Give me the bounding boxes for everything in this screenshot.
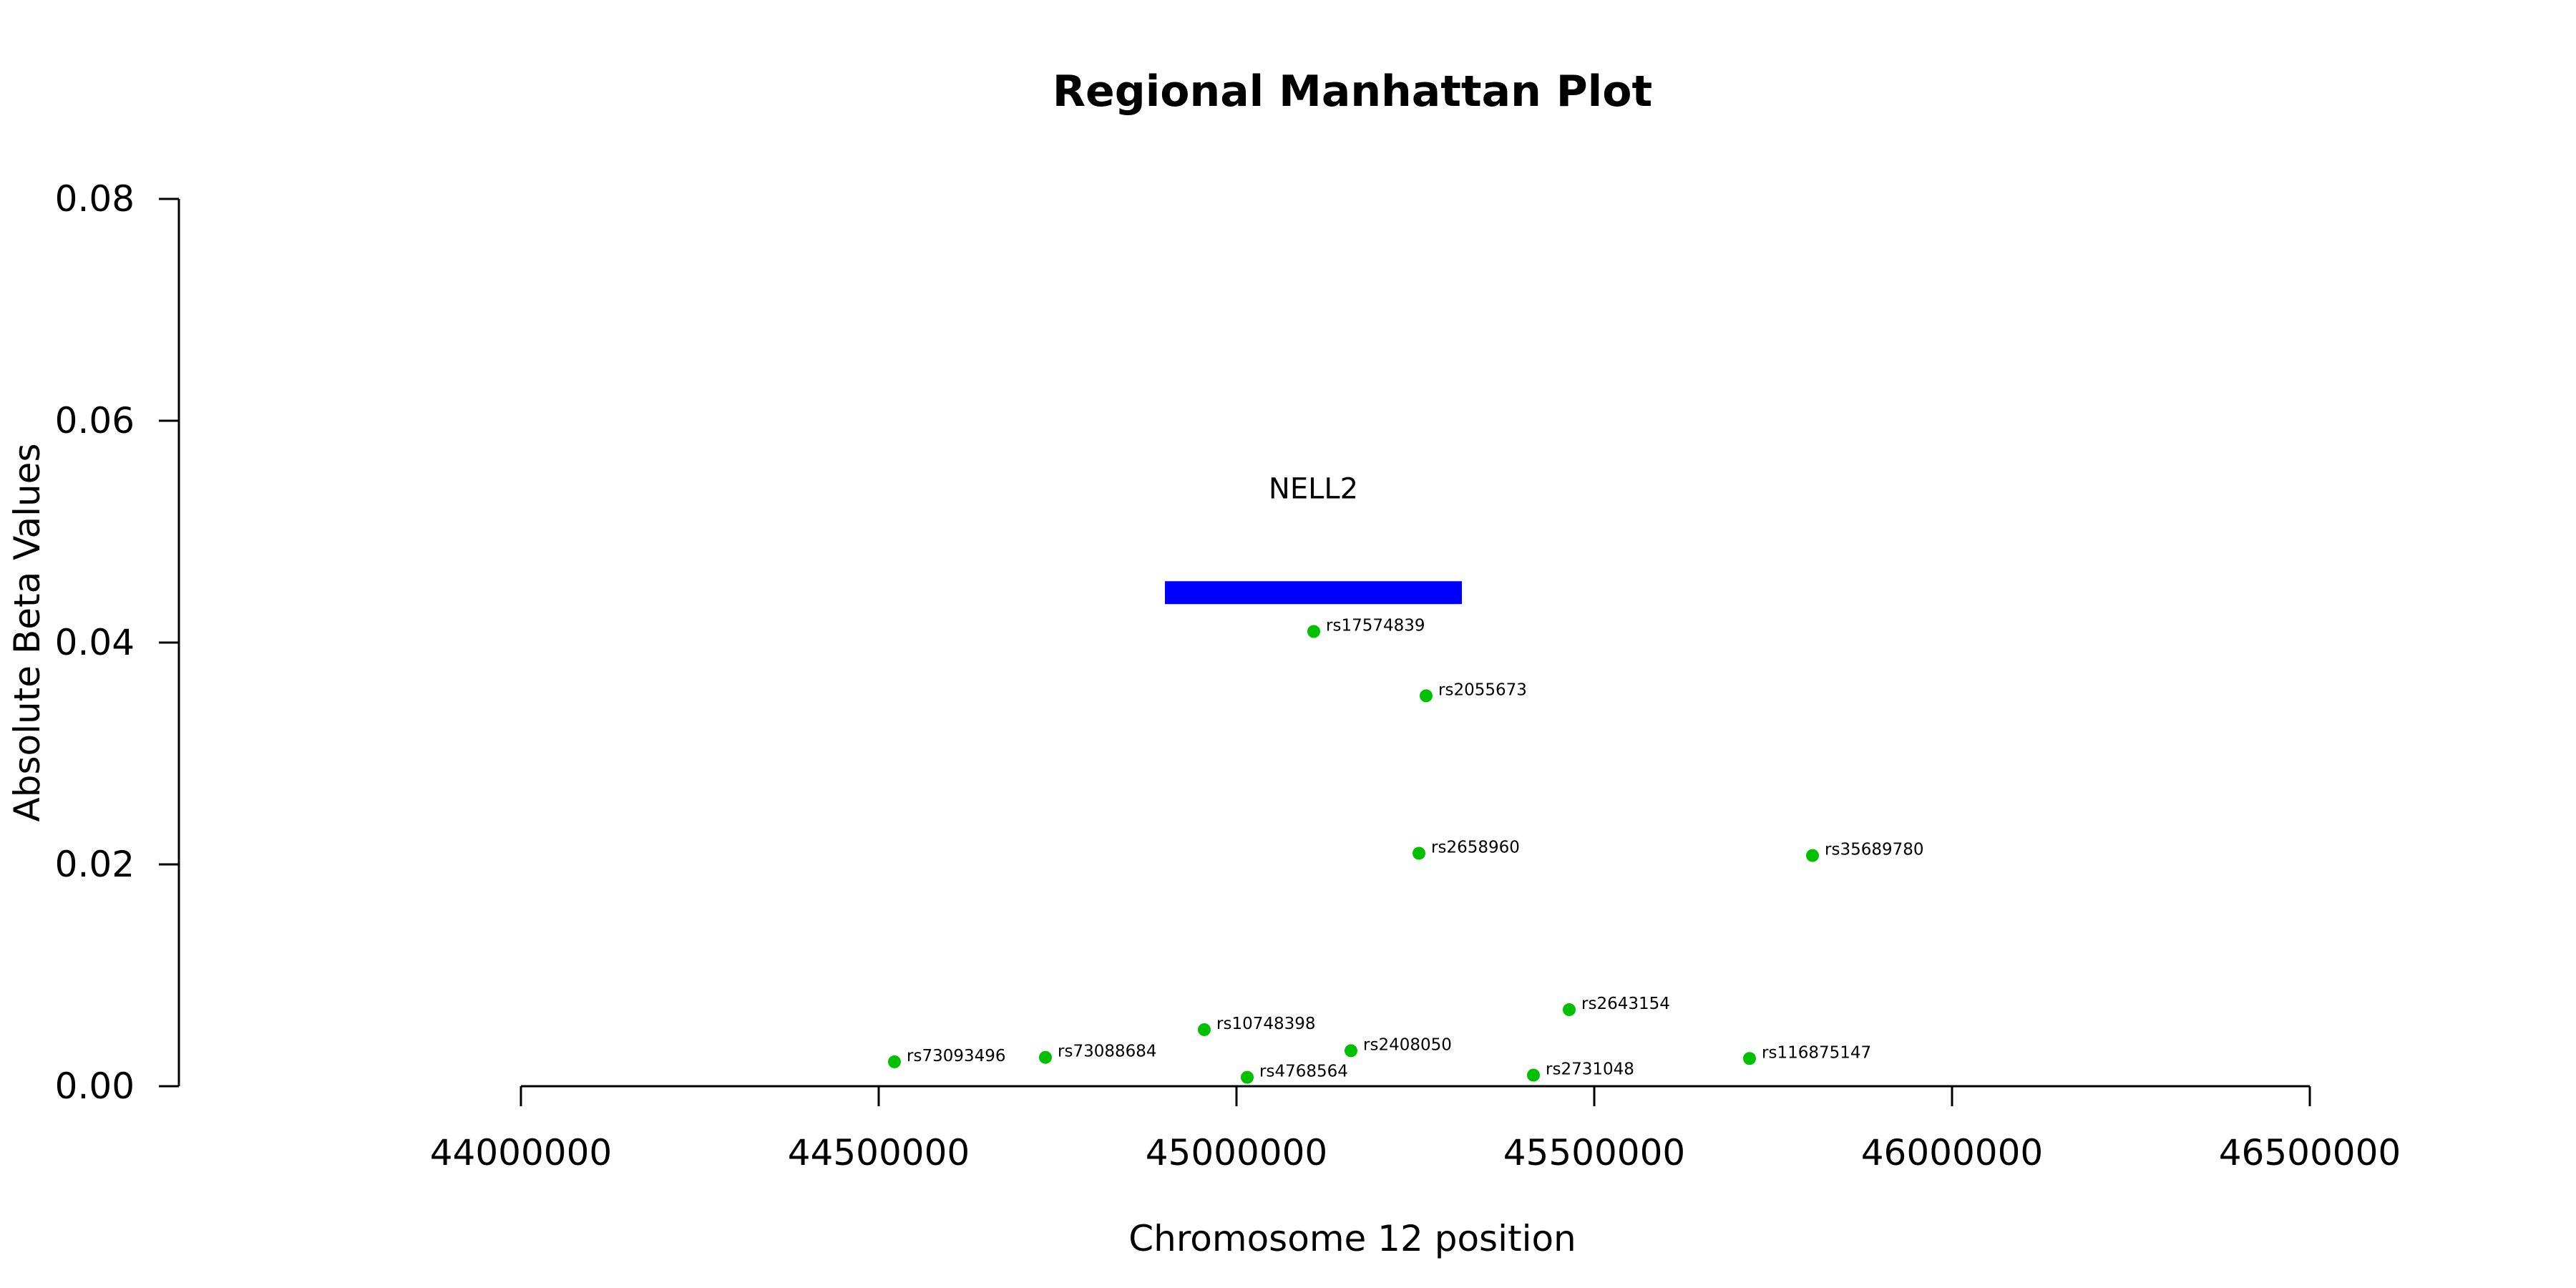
point-label: rs17574839 [1326,617,1425,635]
x-tick-label: 44000000 [430,1132,613,1174]
data-points: rs17574839 rs2055673 rs2658960 rs35689780 rs… [888,617,1924,1084]
point-label: rs4768564 [1259,1063,1348,1081]
x-axis-label: Chromosome 12 position [1128,1218,1576,1259]
data-point [1307,625,1320,638]
y-tick-label: 0.08 [55,178,135,220]
data-point [1563,1003,1576,1017]
data-point [1345,1044,1357,1058]
point-label: rs73088684 [1058,1043,1157,1061]
x-tick-label: 45000000 [1146,1132,1328,1174]
x-tick-label: 44500000 [788,1132,970,1174]
y-tick-label: 0.02 [55,844,135,885]
x-axis: 44000000 44500000 45000000 45500000 46000000… [430,1085,2401,1174]
y-axis-label: Absolute Beta Values [6,444,48,822]
data-point [1527,1068,1540,1082]
point-label: rs2643154 [1581,995,1670,1013]
point-label: rs73093496 [907,1047,1006,1065]
data-point [1241,1070,1254,1084]
data-point [1413,847,1425,860]
data-point [1806,849,1819,862]
point-label: rs10748398 [1216,1015,1316,1033]
chart-title: Regional Manhattan Plot [1053,67,1652,117]
x-tick-label: 46500000 [2219,1132,2401,1174]
gene-track: NELL2 [1165,473,1462,605]
gene-bar [1165,581,1462,605]
gene-label: NELL2 [1269,473,1358,506]
y-tick-label: 0.04 [55,622,135,663]
y-tick-label: 0.06 [55,400,135,441]
data-point [1198,1023,1211,1036]
data-point [1743,1052,1756,1065]
y-tick-label: 0.00 [55,1065,135,1107]
y-axis: 0.00 0.02 0.04 0.06 0.08 [55,178,180,1107]
data-point [888,1055,901,1068]
data-point [1420,689,1433,703]
x-tick-label: 45500000 [1503,1132,1686,1174]
point-label: rs35689780 [1825,841,1924,859]
point-label: rs2055673 [1438,680,1527,699]
data-point [1039,1050,1052,1064]
x-tick-label: 46000000 [1861,1132,2044,1174]
point-label: rs2658960 [1431,839,1520,857]
point-label: rs2408050 [1363,1035,1452,1054]
point-label: rs2731048 [1546,1060,1634,1079]
point-label: rs116875147 [1762,1043,1871,1062]
